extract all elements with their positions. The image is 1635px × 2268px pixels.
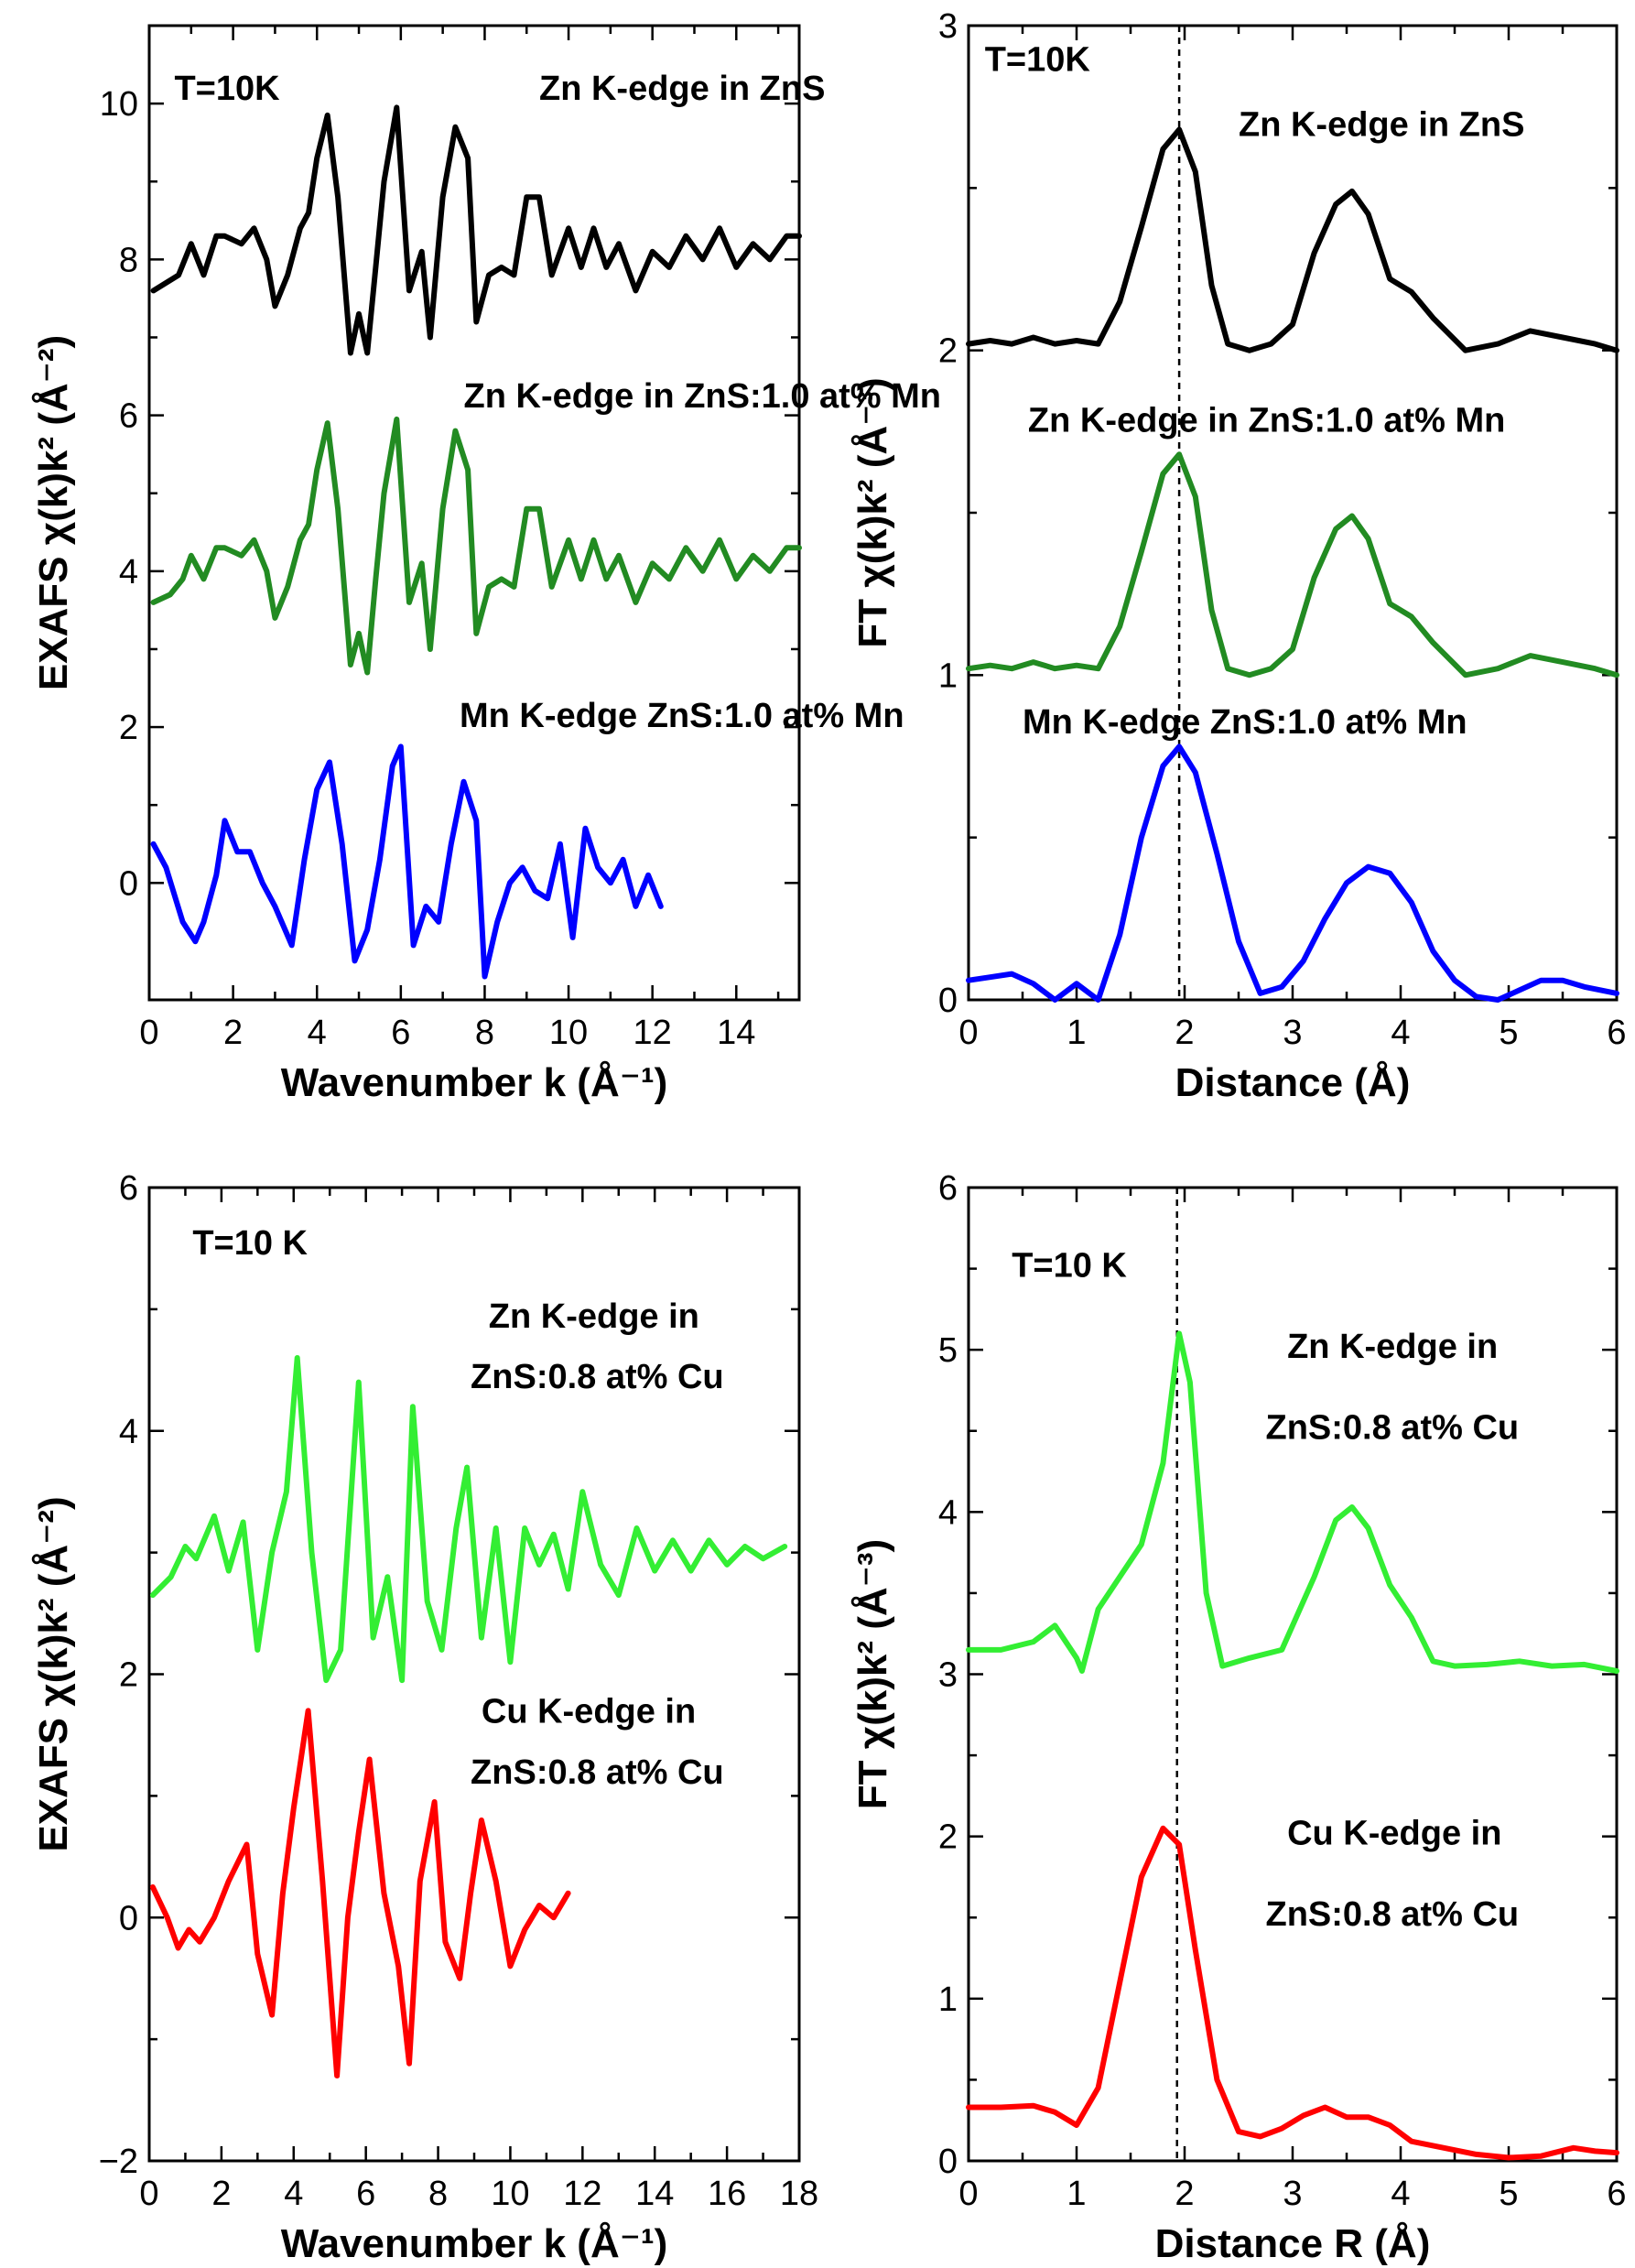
annotation-label: Zn K-edge in ZnS:1.0 at% Mn — [1028, 401, 1505, 439]
y-tick-label: 6 — [119, 397, 138, 436]
y-tick-label: 2 — [938, 1818, 958, 1857]
series-line-1 — [966, 126, 1619, 353]
series-line-3 — [966, 743, 1619, 1003]
y-tick-label: 3 — [938, 7, 958, 46]
y-tick-label: 0 — [938, 2143, 958, 2181]
panel-d: 0 1 2 3 4 5 6 0 1 2 3 4 5 6 Distance R (Å) FT χ(k)k² (Å… — [850, 1169, 1627, 2266]
series-line-3 — [150, 743, 664, 980]
annotation-label: Cu K-edge in — [482, 1693, 696, 1731]
annotation-label: ZnS:0.8 at% Cu — [1266, 1409, 1520, 1448]
annotation-label: ZnS:0.8 at% Cu — [471, 1753, 724, 1792]
x-tick-label: 2 — [1175, 1014, 1194, 1052]
panel-a: 0 2 4 6 8 10 12 14 0 2 4 6 8 10 Wavenumber k (Å⁻¹) EXAF… — [31, 24, 941, 1105]
x-tick-label: 5 — [1499, 1014, 1518, 1052]
annotation-label: Zn K-edge in ZnS — [539, 70, 825, 108]
x-tick-label: 14 — [635, 2175, 674, 2213]
y-tick-label: 0 — [119, 864, 138, 903]
x-tick-label: 6 — [1607, 2175, 1626, 2213]
y-tick-label: 6 — [938, 1169, 958, 1208]
x-tick-label: 0 — [139, 1014, 158, 1052]
x-tick-label: 4 — [1391, 1014, 1410, 1052]
annotation-label: Zn K-edge in — [1287, 1328, 1498, 1366]
y-tick-label: −2 — [99, 2143, 138, 2181]
x-tick-label: 0 — [958, 2175, 978, 2213]
x-tick-label: 0 — [139, 2175, 158, 2213]
panel-b: 0 1 2 3 4 5 6 0 1 2 3 Distance (Å) FT χ(k)k² (Å⁻³) T=… — [850, 7, 1627, 1105]
x-tick-label: 8 — [428, 2175, 448, 2213]
x-tick-label: 12 — [563, 2175, 601, 2213]
y-tick-label: 4 — [119, 1413, 138, 1451]
series-line-1 — [966, 1330, 1619, 1674]
series-line-2 — [150, 416, 802, 676]
y-tick-label: 2 — [119, 1656, 138, 1695]
x-tick-label: 8 — [475, 1014, 494, 1052]
x-tick-label: 6 — [1607, 1014, 1626, 1052]
x-tick-label: 2 — [211, 2175, 231, 2213]
annotation-label: T=10K — [174, 70, 280, 108]
y-tick-label: 10 — [100, 85, 138, 124]
series-line-1 — [149, 1355, 788, 1684]
y-tick-label: 2 — [119, 709, 138, 747]
y-tick-label: 8 — [119, 241, 138, 279]
x-axis-label: Distance R (Å) — [1155, 2221, 1431, 2266]
annotation-label: ZnS:0.8 at% Cu — [471, 1358, 724, 1396]
x-axis-label: Wavenumber k (Å⁻¹) — [281, 2221, 668, 2266]
plot-frame — [147, 24, 801, 1002]
plot-frame — [147, 1186, 801, 2163]
x-tick-label: 3 — [1283, 1014, 1302, 1052]
y-axis-label: FT χ(k)k² (Å⁻³) — [850, 377, 895, 647]
x-axis-label: Distance (Å) — [1175, 1060, 1411, 1105]
annotation-label: T=10 K — [1012, 1246, 1127, 1285]
x-tick-label: 2 — [1175, 2175, 1194, 2213]
annotation-label: Mn K-edge ZnS:1.0 at% Mn — [1023, 703, 1467, 742]
y-tick-label: 5 — [938, 1331, 958, 1370]
x-tick-label: 6 — [356, 2175, 375, 2213]
annotation-label: ZnS:0.8 at% Cu — [1266, 1895, 1520, 1934]
x-tick-label: 1 — [1067, 1014, 1086, 1052]
y-tick-label: 1 — [938, 657, 958, 695]
y-axis-label: EXAFS χ(k)k² (Å⁻²) — [31, 1496, 76, 1851]
annotation-label: Zn K-edge in ZnS:1.0 at% Mn — [464, 377, 941, 416]
x-tick-label: 6 — [391, 1014, 410, 1052]
annotation-label: Cu K-edge in — [1287, 1815, 1501, 1853]
y-axis-label: EXAFS χ(k)k² (Å⁻²) — [31, 335, 76, 690]
y-tick-label: 0 — [938, 982, 958, 1020]
x-tick-label: 2 — [223, 1014, 243, 1052]
y-tick-label: 1 — [938, 1980, 958, 2019]
x-axis-label: Wavenumber k (Å⁻¹) — [281, 1060, 668, 1105]
series-line-2 — [149, 1708, 571, 2078]
series-line-2 — [966, 1825, 1619, 2161]
series-line-2 — [966, 451, 1619, 678]
x-tick-label: 10 — [491, 2175, 529, 2213]
x-tick-label: 10 — [549, 1014, 588, 1052]
x-tick-label: 0 — [958, 1014, 978, 1052]
x-tick-label: 18 — [780, 2175, 818, 2213]
annotation-label: Mn K-edge ZnS:1.0 at% Mn — [460, 697, 904, 735]
annotation-label: Zn K-edge in — [489, 1297, 699, 1336]
x-tick-label: 4 — [284, 2175, 303, 2213]
x-tick-label: 5 — [1499, 2175, 1518, 2213]
y-tick-label: 6 — [119, 1169, 138, 1208]
y-axis-label: FT χ(k)k² (Å⁻³) — [850, 1539, 895, 1809]
annotation-label: Zn K-edge in ZnS — [1239, 106, 1524, 145]
x-tick-label: 1 — [1067, 2175, 1086, 2213]
annotation-label: T=10K — [985, 41, 1091, 80]
x-tick-label: 4 — [1391, 2175, 1410, 2213]
series-line-1 — [150, 104, 802, 356]
x-tick-label: 4 — [308, 1014, 327, 1052]
y-tick-label: 4 — [938, 1493, 958, 1532]
y-tick-label: 4 — [119, 553, 138, 591]
y-tick-label: 2 — [938, 332, 958, 371]
y-tick-label: 0 — [119, 1899, 138, 1937]
x-tick-label: 14 — [717, 1014, 755, 1052]
annotation-label: T=10 K — [192, 1224, 308, 1263]
plot-frame — [967, 24, 1619, 1002]
x-tick-label: 16 — [708, 2175, 746, 2213]
x-tick-label: 12 — [633, 1014, 672, 1052]
y-tick-label: 3 — [938, 1656, 958, 1695]
x-tick-label: 3 — [1283, 2175, 1302, 2213]
